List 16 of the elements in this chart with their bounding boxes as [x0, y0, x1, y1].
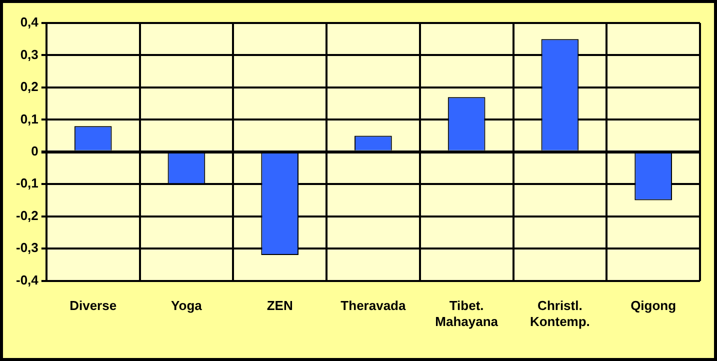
- y-tick-label: 0,4: [20, 14, 40, 30]
- x-tick-label: Theravada: [340, 298, 406, 314]
- x-tick-label: Christl. Kontemp.: [530, 298, 590, 329]
- y-tick-label: -0,2: [16, 208, 38, 223]
- y-tick-label: 0: [31, 143, 38, 158]
- x-tick-label: Diverse: [70, 298, 117, 314]
- y-tick-label: 0,3: [20, 46, 38, 62]
- x-tick-label: Tibet. Mahayana: [435, 298, 499, 329]
- x-tick-label: ZEN: [266, 298, 293, 314]
- x-tick-label: Yoga: [171, 298, 203, 314]
- y-tick-label: -0,4: [16, 272, 40, 288]
- y-tick-label: -0,3: [16, 240, 38, 256]
- y-tick-label: 0,1: [20, 111, 38, 126]
- y-tick-label: 0,2: [20, 79, 38, 94]
- x-tick-label: Qigong: [630, 298, 676, 314]
- y-tick-label: -0,1: [16, 176, 38, 191]
